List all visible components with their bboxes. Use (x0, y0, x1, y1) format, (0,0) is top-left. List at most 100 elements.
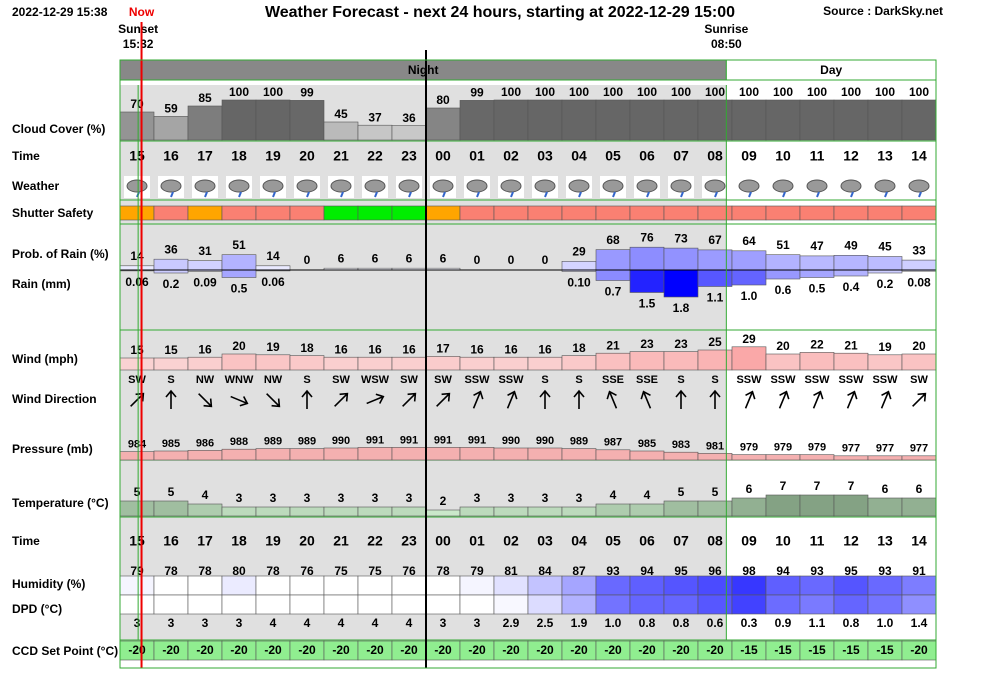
hour: 10 (775, 533, 791, 549)
wind-value: 21 (606, 338, 620, 352)
humidity-cell (799, 575, 835, 596)
dpd-cell (357, 594, 393, 615)
wind-direction: SSE (602, 374, 624, 386)
hour: 15 (129, 533, 145, 549)
dpd-value: 1.0 (605, 616, 622, 630)
weather-icon (704, 179, 726, 193)
pressure-bar (289, 448, 325, 461)
cloud-value: 45 (334, 107, 348, 121)
temperature-bar (323, 506, 359, 517)
wind-direction: SSW (736, 374, 762, 386)
hour: 12 (843, 148, 859, 164)
temperature-bar (765, 494, 801, 517)
shutter-cell (799, 205, 835, 221)
wind-value: 20 (912, 339, 926, 353)
hour: 12 (843, 533, 859, 549)
humidity-value: 79 (470, 564, 484, 578)
temperature-bar (493, 506, 529, 517)
cloud-bar (357, 124, 393, 141)
shutter-cell (731, 205, 767, 221)
humidity-cell (697, 575, 733, 596)
cloud-bar (561, 99, 597, 141)
rain-bar (833, 269, 869, 277)
hour: 03 (537, 533, 553, 549)
wind-direction: S (541, 374, 548, 386)
temperature-bar (153, 500, 189, 517)
pressure-bar (629, 450, 665, 461)
hour: 06 (639, 533, 655, 549)
shutter-cell (289, 205, 325, 221)
rain-probability-bar (153, 258, 189, 271)
shutter-cell (527, 205, 563, 221)
wind-direction: WNW (225, 374, 254, 386)
humidity-cell (391, 575, 427, 596)
pressure-value: 977 (910, 443, 928, 455)
wind-arrow (506, 390, 518, 409)
weather-icon (670, 179, 692, 193)
rain-value: 1.8 (673, 301, 690, 315)
temperature-value: 3 (236, 491, 243, 505)
cloud-bar (289, 100, 325, 141)
pressure-bar (493, 447, 529, 461)
pressure-value: 979 (740, 442, 758, 454)
ccd-value: -15 (740, 643, 758, 657)
pressure-value: 991 (434, 434, 452, 446)
temperature-value: 4 (202, 488, 209, 502)
ccd-value: -20 (468, 643, 486, 657)
rain-drop (884, 191, 888, 198)
shutter-cell (459, 205, 495, 221)
shutter-cell (663, 205, 699, 221)
rain-probability-value: 45 (878, 240, 892, 254)
shutter-cell (493, 205, 529, 221)
temperature-value: 5 (678, 485, 685, 499)
dpd-cell (901, 594, 937, 615)
row-label: Pressure (mb) (12, 442, 93, 456)
wind-arrow (402, 392, 417, 407)
pressure-value: 990 (332, 435, 350, 447)
wind-arrow (640, 390, 652, 409)
rain-probability-value: 29 (572, 244, 586, 258)
pressure-value: 990 (536, 435, 554, 447)
rain-probability-bar (765, 254, 801, 271)
shutter-cell (221, 205, 257, 221)
pressure-value: 990 (502, 435, 520, 447)
hour: 07 (673, 533, 689, 549)
shutter-cell (357, 205, 393, 221)
pressure-bar (391, 447, 427, 461)
wind-arrow (366, 393, 385, 405)
shutter-cell (867, 205, 903, 221)
dpd-value: 1.0 (877, 616, 894, 630)
rain-drop (170, 191, 174, 198)
humidity-cell (731, 575, 767, 596)
wind-direction: SW (434, 374, 452, 386)
row-label: Time (12, 534, 40, 548)
humidity-value: 95 (674, 564, 688, 578)
cloud-value: 100 (263, 85, 283, 99)
rain-drop (578, 191, 582, 198)
wind-direction: SSW (838, 374, 864, 386)
cloud-bar (663, 99, 699, 141)
wind-value: 21 (844, 338, 858, 352)
hour: 04 (571, 148, 587, 164)
title: Weather Forecast - next 24 hours, starti… (265, 4, 735, 21)
humidity-cell (357, 575, 393, 596)
shutter-cell (119, 205, 155, 221)
hour: 15 (129, 148, 145, 164)
rain-value: 0.6 (775, 283, 792, 297)
dpd-cell (221, 594, 257, 615)
rain-probability-bar (595, 249, 631, 271)
temperature-value: 3 (338, 491, 345, 505)
rain-drop (714, 191, 718, 198)
hour: 07 (673, 148, 689, 164)
weather-icon (296, 179, 318, 193)
ccd-value: -15 (842, 643, 860, 657)
row-label: Weather (12, 179, 59, 193)
wind-value: 18 (572, 341, 586, 355)
rain-probability-value: 0 (508, 253, 515, 267)
wind-arrow (912, 392, 927, 407)
rain-drop (850, 191, 854, 198)
wind-value: 16 (538, 342, 552, 356)
temperature-bar (289, 506, 325, 517)
dpd-value: 3 (236, 616, 243, 630)
pressure-bar (255, 448, 291, 461)
